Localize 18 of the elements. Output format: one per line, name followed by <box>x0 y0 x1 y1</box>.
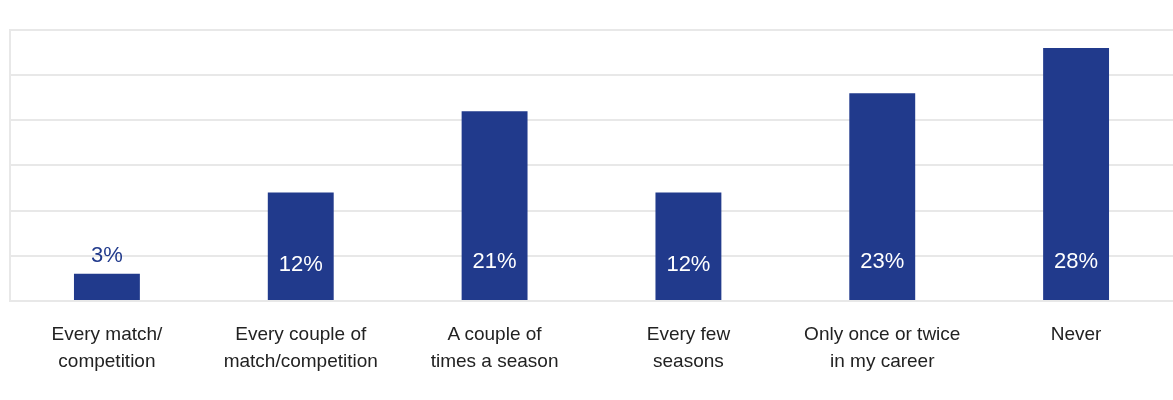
bar <box>1043 48 1110 300</box>
data-label: 12% <box>666 250 711 276</box>
bar <box>461 111 528 300</box>
x-tick-label: Every couple of match/competition <box>223 322 378 372</box>
x-tick-label: Every match/ competition <box>51 322 164 372</box>
data-label: 28% <box>1054 247 1099 273</box>
bar <box>73 273 140 300</box>
bar <box>267 192 334 300</box>
data-label: 12% <box>278 250 323 276</box>
data-label: 23% <box>860 247 905 273</box>
bar <box>655 192 722 300</box>
x-tick-label: Never <box>1050 322 1103 344</box>
data-label: 3% <box>91 241 123 267</box>
x-tick-label: A couple of times a season <box>430 322 559 372</box>
x-tick-label: Every few seasons <box>646 322 731 372</box>
data-label: 21% <box>472 247 517 273</box>
x-tick-label: Only once or twice in my career <box>804 322 961 372</box>
bar <box>849 93 916 300</box>
